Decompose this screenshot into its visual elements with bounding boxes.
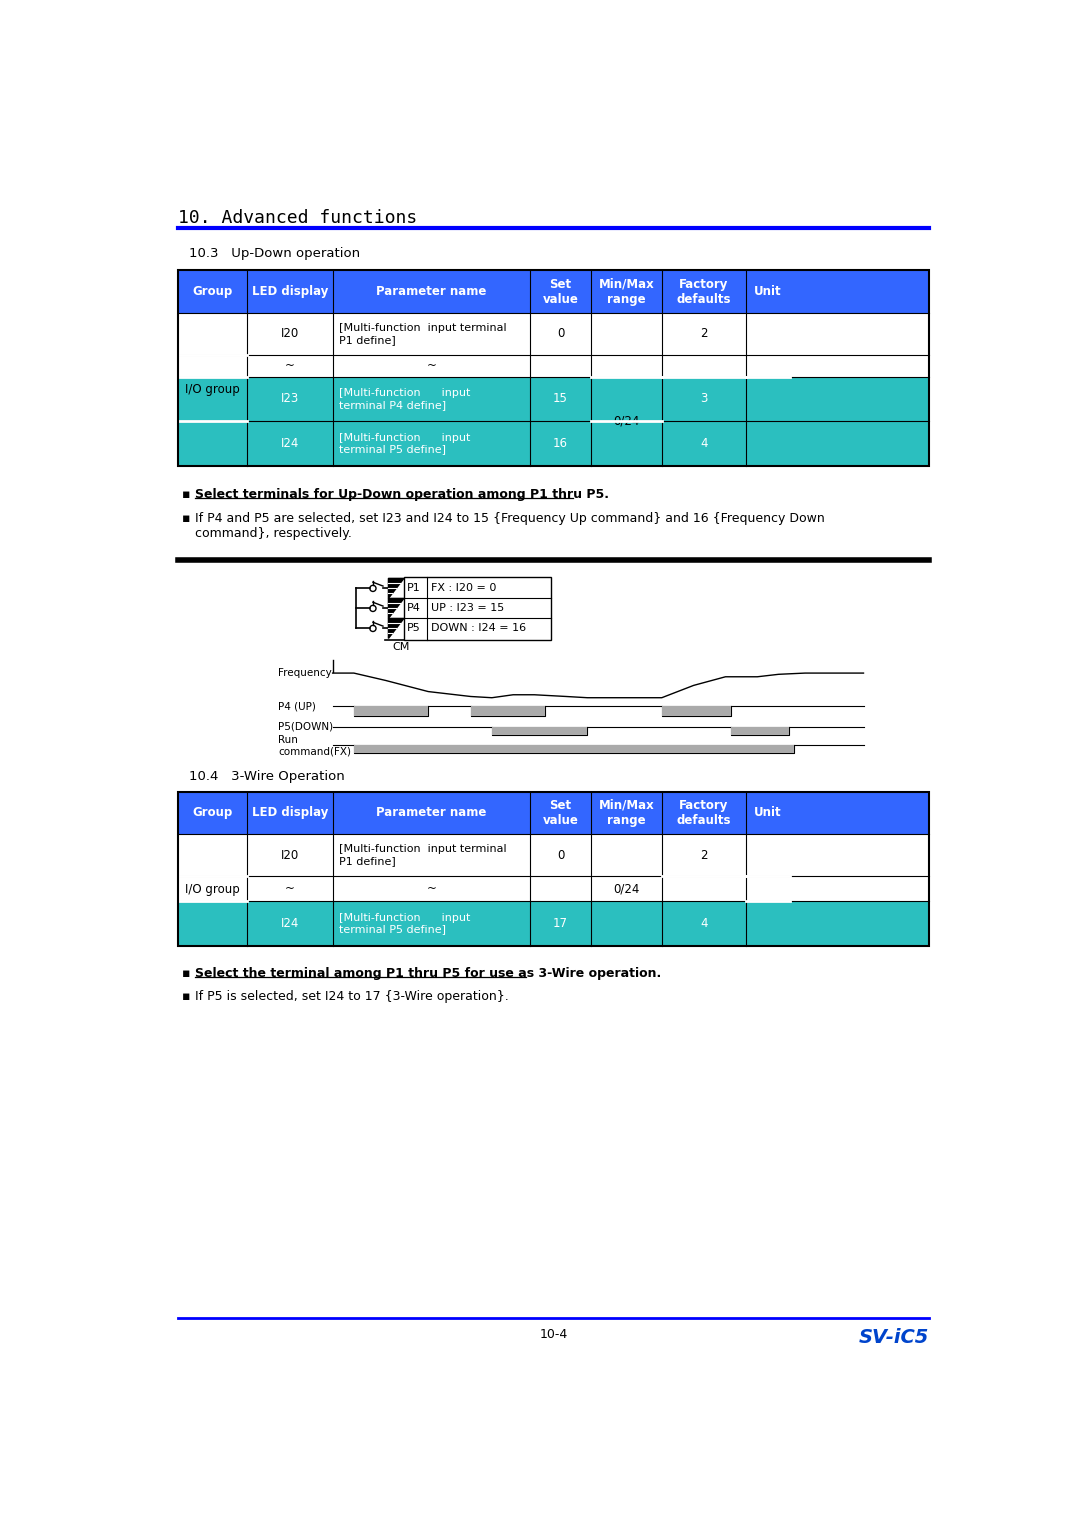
Polygon shape [389,619,404,639]
Text: 10.3   Up-Down operation: 10.3 Up-Down operation [189,248,361,260]
Text: Parameter name: Parameter name [376,807,487,819]
Text: Set
value: Set value [542,799,579,827]
Text: LED display: LED display [252,807,328,819]
Text: I24: I24 [281,917,299,931]
Bar [177,834,930,877]
Text: ~: ~ [427,359,436,373]
Text: I23: I23 [281,393,299,405]
Text: 0/24: 0/24 [613,882,639,895]
Text: P5: P5 [407,623,421,634]
Bar [731,727,789,735]
Bar [662,706,731,717]
Text: ▪: ▪ [181,967,190,981]
Text: 4: 4 [700,437,707,451]
Text: ~: ~ [285,359,295,373]
Text: Select the terminal among P1 thru P5 for use as 3-Wire operation.: Select the terminal among P1 thru P5 for… [195,967,662,981]
Text: 4: 4 [700,917,707,931]
Text: Group: Group [192,807,232,819]
Text: 16: 16 [553,437,568,451]
Text: Parameter name: Parameter name [376,286,487,298]
Text: 15: 15 [553,393,568,405]
Text: [Multi-function  input terminal
P1 define]: [Multi-function input terminal P1 define… [339,322,507,345]
Text: 17: 17 [553,917,568,931]
Text: 10-4: 10-4 [539,1328,568,1340]
Bar [177,422,930,466]
Text: I/O group: I/O group [185,883,240,897]
Text: CM: CM [392,642,409,652]
Bar [177,792,930,834]
Text: ▪: ▪ [181,990,190,1004]
Bar [471,706,545,717]
Bar [354,706,428,717]
Bar [177,902,930,946]
Bar [177,354,930,376]
Text: 10. Advanced functions: 10. Advanced functions [177,209,417,226]
Polygon shape [389,579,404,599]
Text: [Multi-function      input
terminal P5 define]: [Multi-function input terminal P5 define… [339,912,470,934]
Bar [177,877,930,902]
Text: ~: ~ [285,882,295,895]
Text: I20: I20 [281,848,299,862]
Text: ▪: ▪ [181,487,190,501]
Text: P4 (UP): P4 (UP) [279,701,316,711]
Text: Set
value: Set value [542,278,579,306]
Text: I/O group: I/O group [185,384,240,396]
Text: DOWN : I24 = 16: DOWN : I24 = 16 [431,623,526,634]
Text: 2: 2 [700,848,707,862]
Text: If P5 is selected, set I24 to 17 {3-Wire operation}.: If P5 is selected, set I24 to 17 {3-Wire… [195,990,509,1004]
Text: 0: 0 [557,327,564,341]
Bar [354,746,795,753]
Text: If P4 and P5 are selected, set I23 and I24 to 15 {Frequency Up command} and 16 {: If P4 and P5 are selected, set I23 and I… [195,512,825,541]
Text: P1: P1 [407,584,421,593]
Text: Min/Max
range: Min/Max range [598,799,654,827]
Text: Select terminals for Up-Down operation among P1 thru P5.: Select terminals for Up-Down operation a… [195,487,609,501]
Text: ▪: ▪ [181,512,190,526]
Text: UP : I23 = 15: UP : I23 = 15 [431,604,504,613]
Bar [177,270,930,313]
Text: 2: 2 [700,327,707,341]
Text: P4: P4 [407,604,421,613]
Bar [177,376,930,422]
Text: Frequency: Frequency [279,668,333,678]
Text: [Multi-function  input terminal
P1 define]: [Multi-function input terminal P1 define… [339,845,507,866]
Bar [491,727,588,735]
Text: 0: 0 [557,848,564,862]
Text: I20: I20 [281,327,299,341]
Bar [177,270,930,466]
Text: Unit: Unit [754,807,782,819]
Text: 3: 3 [700,393,707,405]
Text: FX : I20 = 0: FX : I20 = 0 [431,584,497,593]
Text: [Multi-function      input
terminal P5 define]: [Multi-function input terminal P5 define… [339,432,470,454]
Text: 0/24: 0/24 [613,414,639,428]
Polygon shape [389,599,404,619]
Text: 10.4   3-Wire Operation: 10.4 3-Wire Operation [189,770,345,782]
Text: Unit: Unit [754,286,782,298]
Text: Factory
defaults: Factory defaults [676,799,731,827]
Text: LED display: LED display [252,286,328,298]
Text: Group: Group [192,286,232,298]
Text: Run
command(FX): Run command(FX) [279,735,351,756]
Bar [177,792,930,946]
Text: I24: I24 [281,437,299,451]
Text: SV-iC5: SV-iC5 [859,1328,930,1346]
Text: Min/Max
range: Min/Max range [598,278,654,306]
Text: Factory
defaults: Factory defaults [676,278,731,306]
Bar [404,578,551,640]
Bar [177,313,930,354]
Text: P5(DOWN): P5(DOWN) [279,723,334,732]
Text: [Multi-function      input
terminal P4 define]: [Multi-function input terminal P4 define… [339,388,470,410]
Text: ~: ~ [427,882,436,895]
